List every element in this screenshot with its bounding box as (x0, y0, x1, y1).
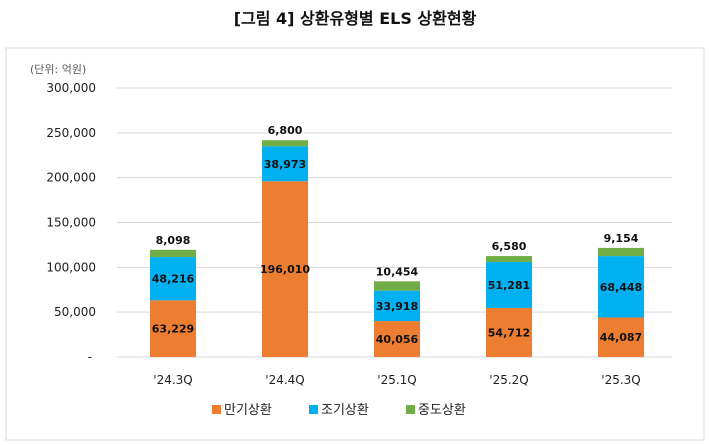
bar-segment (374, 290, 420, 322)
bar-segment (486, 307, 532, 357)
data-label: 9,154 (604, 232, 639, 245)
bar-segment (598, 256, 644, 318)
legend-swatch (309, 405, 318, 414)
x-tick-label: '24.4Q (265, 373, 304, 387)
bar-segment (374, 281, 420, 291)
x-tick-label: '25.2Q (489, 373, 528, 387)
bar-segment (374, 321, 420, 357)
unit-label: (단위: 억원) (30, 63, 86, 76)
bar-segment (150, 249, 196, 258)
bar-segment (486, 261, 532, 308)
y-tick-label: 100,000 (46, 260, 96, 274)
data-label: 44,087 (600, 331, 642, 344)
data-label: 6,800 (268, 124, 303, 137)
y-tick-label: 250,000 (46, 126, 96, 140)
data-label: 196,010 (260, 263, 310, 276)
bar-segment (262, 181, 308, 357)
legend-label: 중도상환 (418, 403, 466, 418)
data-label: 8,098 (156, 234, 191, 247)
bar-segment (486, 256, 532, 262)
y-tick-label: - (88, 350, 92, 364)
data-label: 33,918 (376, 300, 418, 313)
legend-swatch (212, 405, 221, 414)
data-label: 63,229 (152, 323, 194, 336)
chart-frame (5, 47, 705, 441)
bar-segment (150, 300, 196, 357)
y-tick-label: 150,000 (46, 216, 96, 230)
bar-segment (150, 257, 196, 301)
legend-swatch (406, 405, 415, 414)
bar-segment (262, 140, 308, 147)
legend-label: 만기상환 (224, 403, 272, 418)
data-label: 48,216 (152, 273, 195, 286)
data-label: 40,056 (376, 333, 419, 346)
y-tick-label: 50,000 (54, 305, 96, 319)
data-label: 54,712 (488, 326, 530, 339)
bar-segment (262, 146, 308, 182)
y-tick-label: 200,000 (46, 171, 96, 185)
x-tick-label: '25.1Q (377, 373, 416, 387)
x-tick-label: '25.3Q (601, 373, 640, 387)
data-label: 10,454 (376, 265, 419, 278)
y-tick-label: 300,000 (46, 81, 96, 95)
data-label: 51,281 (488, 279, 530, 292)
x-tick-label: '24.3Q (153, 373, 192, 387)
bar-segment (598, 247, 644, 257)
data-label: 6,580 (492, 240, 527, 253)
data-label: 38,973 (264, 158, 306, 171)
legend-label: 조기상환 (321, 403, 369, 418)
chart-title: [그림 4] 상환유형별 ELS 상환현황 (234, 9, 477, 28)
bar-segment (598, 317, 644, 357)
data-label: 68,448 (600, 281, 642, 294)
